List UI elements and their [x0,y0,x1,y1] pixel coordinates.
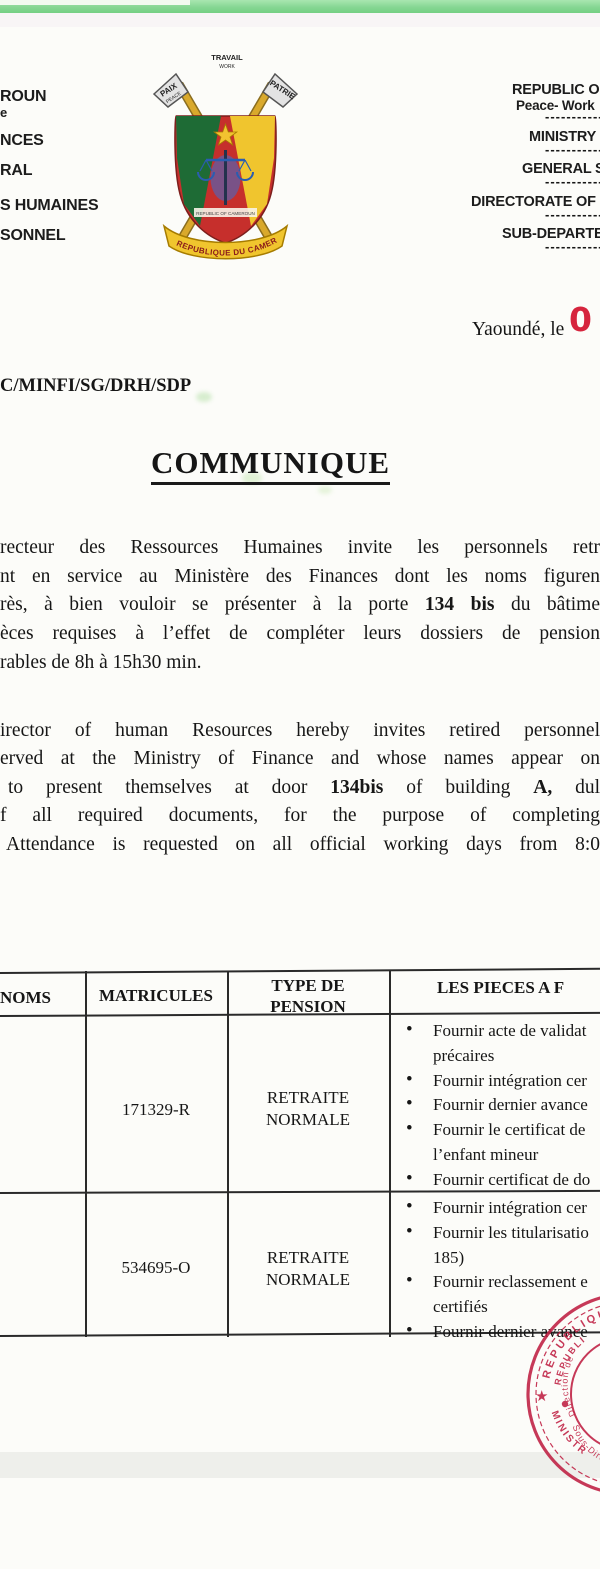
header-right-line: MINISTRY O [529,129,600,145]
header-left-line: S HUMAINES [0,197,99,214]
pieces-list: Fournir acte de validat précaires Fourni… [403,1019,600,1195]
paragraph-line: recteur des Ressources Humaines invite l… [0,537,600,558]
axe-head-icon [261,72,299,108]
axe-head-icon [152,72,190,108]
header-right-line: GENERAL SE [522,161,600,177]
piece-item: Fournir reclassement e [403,1270,600,1297]
paragraph-line: Attendance is requested on all official … [6,834,600,855]
header-left-line: NCES [0,132,44,149]
column-header-type-pension: TYPE DE [271,976,345,995]
cameroon-coat-of-arms-icon: PAIX PEACE TRAVAIL WORK PATRIE REPUBLIC … [148,50,299,260]
header-divider: ----------- [545,109,600,124]
header-divider: ----------- [545,239,600,254]
piece-item: Fournir acte de validat [403,1019,600,1046]
table-border-vertical [85,971,87,1337]
reference-number: C/MINFI/SG/DRH/SDP [0,376,192,396]
paragraph-line: rès, à bien vouloir se présenter à la po… [0,594,600,615]
piece-item-wrap: précaires [433,1045,495,1065]
paragraph-line: èces requises à l’effet de compléter leu… [0,623,600,644]
piece-item: Fournir intégration cer [403,1196,600,1223]
column-header-type-pension: PENSION [270,997,346,1016]
header-right-line: REPUBLIC OF [512,82,600,98]
table-border-top [0,967,600,974]
header-right-line: SUB-DEPARTEM [502,226,600,242]
scan-speckle [242,472,262,484]
paragraph-line: irector of human Resources hereby invite… [0,720,600,741]
table-border-vertical [389,971,391,1337]
piece-item: Fournir le certificat de [403,1118,600,1145]
cell-matricule: 171329-R [122,1100,190,1119]
column-header-matricules: MATRICULES [99,986,213,1005]
cell-pension-type: RETRAITE [266,1248,350,1267]
paragraph-line: nt en service au Ministère des Finances … [0,566,600,587]
cell-pension-type: NORMALE [265,1110,351,1129]
communique-title: COMMUNIQUE [151,445,391,485]
header-divider: ----------- [545,207,600,222]
column-header-noms: NOMS [0,988,51,1007]
paragraph-line: rables de 8h à 15h30 min. [0,652,202,673]
piece-item: Fournir les titularisatio [403,1221,600,1248]
official-round-stamp-icon: REPUBLIQUE DU REPUBLI Direction de MINIS… [526,1296,600,1492]
scan-top-notch [0,0,190,5]
piece-item: Fournir dernier avance [403,1320,600,1347]
paragraph-line: erved at the Ministry of Finance and who… [0,748,600,769]
scan-shade-band [0,1452,600,1478]
scan-shade-band [0,13,600,27]
scan-speckle [196,392,212,402]
header-right-line: Peace- Work [516,98,595,113]
paragraph-line: f all required documents, for the purpos… [0,805,600,826]
header-right-line: DIRECTORATE OF H [471,194,600,210]
header-divider: ----------- [545,174,600,189]
motto-work: WORK [219,64,235,70]
header-left-line: e [0,105,8,120]
motto-travail: TRAVAIL [211,53,243,62]
table-border-vertical [227,971,229,1337]
column-header-pieces: LES PIECES A F [437,978,565,997]
header-divider: ----------- [545,142,600,157]
star-icon: ★ [535,1388,548,1405]
date-stamp-digits: 0 9 [569,300,600,339]
piece-item: Fournir certificat de do [403,1168,600,1195]
date-place-label: Yaoundé, le [472,319,565,340]
cell-pension-type: RETRAITE [266,1088,350,1107]
gold-star-icon [212,122,239,147]
header-left-line: ROUN [0,88,47,105]
header-left-line: SONNEL [0,227,66,244]
header-left-line: RAL [0,162,33,179]
piece-item-wrap: 185) [433,1247,465,1267]
scan-speckle [318,486,332,494]
pieces-list: Fournir intégration cer Fournir les titu… [403,1196,600,1347]
piece-item-wrap: l’enfant mineur [433,1144,539,1164]
piece-item-wrap: certifiés [433,1297,488,1317]
paragraph-line: to present themselves at door 134bis of … [8,777,600,798]
shield-band-text: REPUBLIC OF CAMEROUN [196,211,255,216]
cell-pension-type: NORMALE [265,1270,351,1289]
piece-item: Fournir intégration cer [403,1069,600,1096]
piece-item: Fournir dernier avance [403,1093,600,1120]
cell-matricule: 534695-O [121,1258,191,1277]
